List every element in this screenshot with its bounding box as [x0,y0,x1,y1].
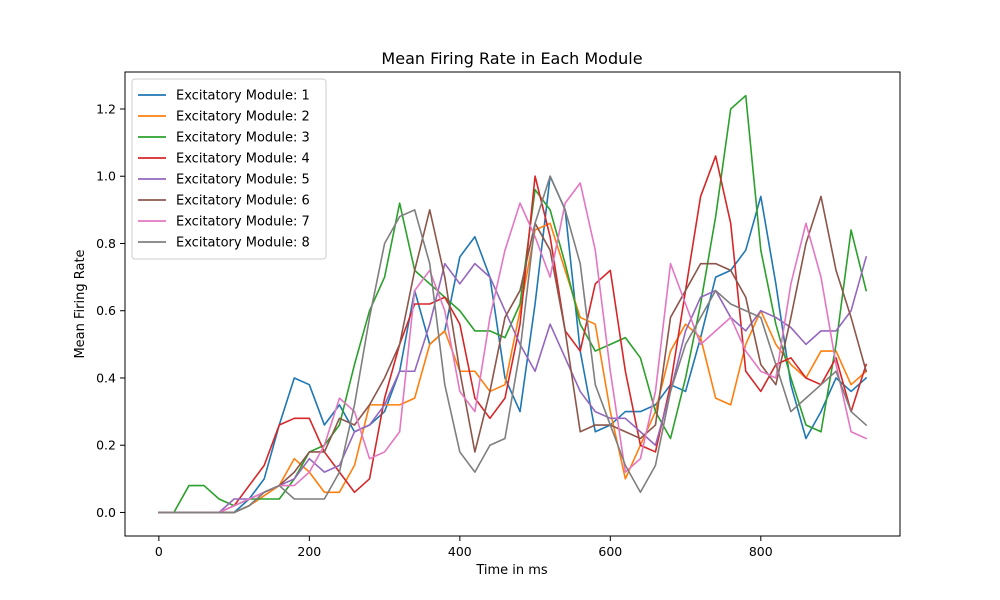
legend-box [131,78,327,260]
y-axis: 0.0 0.2 0.4 0.6 0.8 1.0 1.2 [96,101,125,520]
series-line-module-4 [158,155,868,514]
series-line-module-8 [158,175,868,514]
x-tick-label: 400 [448,544,472,559]
legend-label: Excitatory Module: 2 [176,110,310,125]
series-line-module-3 [158,94,868,514]
x-tick-label: 800 [749,544,773,559]
y-tick-label: 0.2 [96,438,116,453]
legend-label: Excitatory Module: 8 [176,236,310,251]
plot-frame [124,71,901,537]
y-tick-label: 0.8 [96,236,116,251]
y-tick-label: 0.6 [96,303,116,318]
x-axis: 0 200 400 600 800 [155,536,773,559]
legend-label: Excitatory Module: 4 [176,152,310,167]
x-tick-label: 200 [297,544,321,559]
x-tick-label: 600 [598,544,622,559]
y-axis-title: Mean Firing Rate [73,249,88,358]
chart-title: Mean Firing Rate in Each Module [381,49,642,68]
y-tick-label: 1.2 [96,101,116,116]
series-line-module-2 [158,222,868,514]
legend-label: Excitatory Module: 5 [176,173,310,188]
legend: Excitatory Module: 1 Excitatory Module: 2… [131,78,327,260]
y-tick-label: 0.4 [96,370,116,385]
plot-area [158,94,868,514]
x-axis-title: Time in ms [475,563,548,578]
y-tick-label: 0.0 [96,505,116,520]
legend-label: Excitatory Module: 3 [176,131,310,146]
y-tick-label: 1.0 [96,169,116,184]
legend-label: Excitatory Module: 6 [176,194,310,209]
legend-label: Excitatory Module: 1 [176,89,310,104]
legend-label: Excitatory Module: 7 [176,215,310,230]
x-tick-label: 0 [155,544,163,559]
